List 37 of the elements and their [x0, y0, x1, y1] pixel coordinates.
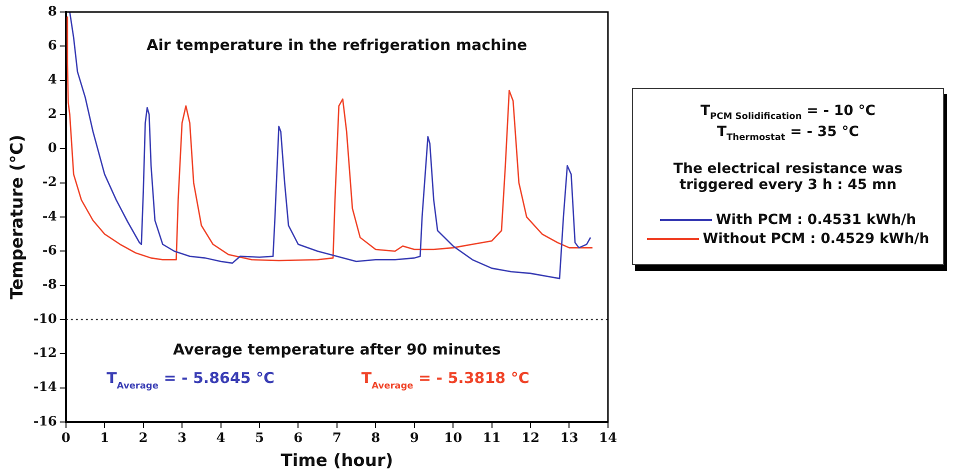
- x-axis-title: Time (hour): [280, 451, 394, 472]
- y-tick-label: -6: [42, 244, 57, 259]
- y-tick-label: -14: [33, 380, 57, 396]
- x-tick-label: 2: [138, 431, 148, 446]
- y-tick-label: 8: [48, 4, 57, 20]
- x-tick-label: 13: [560, 431, 578, 446]
- x-tick-label: 0: [61, 431, 70, 446]
- text: The electrical resistance was triggered every 3 h : 45 mn: [672, 160, 904, 193]
- y-tick-label: -12: [33, 346, 57, 362]
- x-tick-label: 11: [482, 431, 501, 446]
- x-tick-label: 9: [410, 431, 419, 446]
- x-tick-label: 3: [178, 431, 187, 446]
- text: T$_{PCM Solidification}$ = - 10 °C: [699, 103, 877, 122]
- x-tick-label: 12: [521, 431, 540, 446]
- x-tick-label: 5: [254, 431, 264, 446]
- text: Air temperature in the refrigeration machine: [146, 36, 528, 54]
- legend-label: With PCM : 0.4531 kWh/h: [716, 212, 916, 228]
- text: T$_{Thermostat}$ = - 35 °C: [716, 124, 860, 143]
- x-tick-label: 4: [216, 431, 226, 446]
- x-tick-label: 8: [371, 431, 380, 446]
- y-tick-label: 4: [48, 72, 57, 88]
- y-tick-label: 6: [48, 38, 57, 54]
- annotation: Average temperature after 90 minutes: [173, 340, 501, 358]
- x-tick-label: 6: [294, 431, 303, 446]
- y-axis-title: Temperature (°C): [8, 134, 28, 300]
- y-tick-label: -4: [42, 209, 57, 224]
- y-tick-label: -8: [42, 278, 57, 293]
- x-tick-label: 7: [332, 431, 342, 446]
- x-tick-label: 1: [100, 431, 110, 446]
- x-tick-label: 14: [598, 431, 617, 446]
- y-tick-label: -16: [33, 414, 57, 430]
- y-tick-label: 0: [48, 141, 57, 156]
- legend-label: Without PCM : 0.4529 kWh/h: [702, 230, 930, 247]
- y-tick-label: 2: [48, 106, 57, 122]
- y-tick-label: -2: [42, 175, 57, 190]
- y-tick-label: -10: [33, 312, 57, 327]
- x-tick-label: 10: [444, 431, 462, 446]
